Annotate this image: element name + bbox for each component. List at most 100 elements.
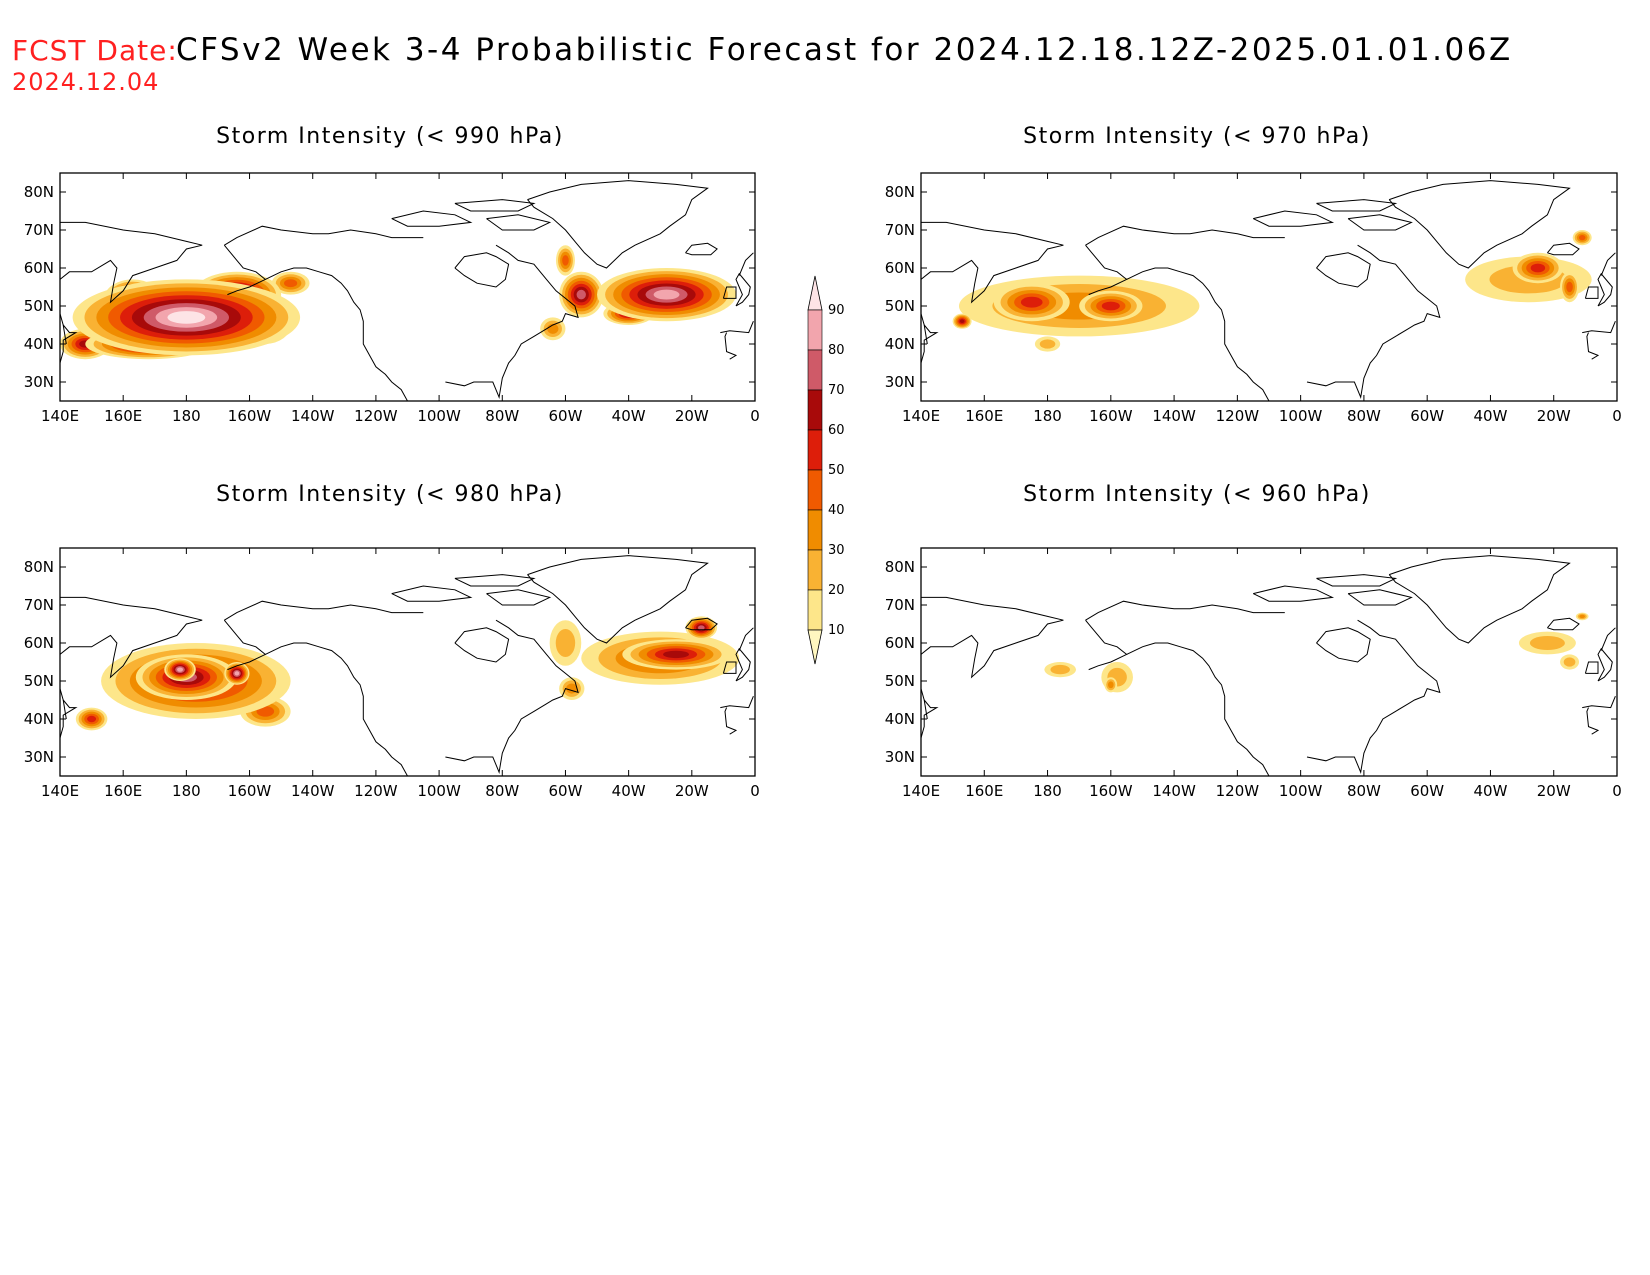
colorbar-box <box>807 589 823 631</box>
coastline <box>738 627 754 651</box>
probability-blob <box>177 667 183 672</box>
probability-blob <box>1563 657 1576 667</box>
probability-blob <box>167 311 206 324</box>
lon-tick-label: 160E <box>104 782 142 800</box>
fcst-date-label: FCST Date: <box>12 34 178 67</box>
lon-tick-label: 120W <box>354 407 398 425</box>
lat-tick-label: 50N <box>885 297 915 315</box>
lon-tick-label: 120W <box>354 782 398 800</box>
colorbar-cap-bottom <box>807 629 823 665</box>
lon-tick-label: 180 <box>1033 407 1062 425</box>
coastline <box>1586 707 1600 735</box>
lat-tick-label: 30N <box>24 748 54 766</box>
lat-tick-label: 50N <box>24 672 54 690</box>
coastline <box>60 699 78 739</box>
colorbar-cap-top <box>807 275 823 311</box>
map-panel-p980: 140E 160E 180 160W 140W 120W 100W 80W 60W 40W 20W 0… <box>24 547 760 800</box>
probability-blob <box>959 319 965 324</box>
coastline <box>445 244 579 399</box>
probability-blob <box>1566 281 1573 293</box>
coastline <box>454 574 536 587</box>
map-frame <box>920 172 1618 402</box>
page-title: CFSv2 Week 3-4 Probabilistic Forecast fo… <box>176 32 1513 68</box>
lon-tick-label: 40W <box>1473 782 1507 800</box>
probability-blob <box>562 255 569 266</box>
lon-tick-label: 140W <box>291 782 335 800</box>
lon-tick-label: 40W <box>612 782 646 800</box>
coastline <box>1388 555 1571 644</box>
coastline <box>1582 321 1616 334</box>
coastlines <box>60 555 754 776</box>
probability-blob <box>555 628 576 658</box>
coastline <box>527 555 709 644</box>
panel-title-960: Storm Intensity (< 960 hPa) <box>1023 482 1371 507</box>
colorbar: 10 20 30 40 50 60 70 80 90 <box>807 275 845 665</box>
colorbar-label: 20 <box>828 583 845 598</box>
map-panel-p960: 140E 160E 180 160W 140W 120W 100W 80W 60W 40W 20W 0… <box>885 547 1622 800</box>
coastline <box>60 324 78 364</box>
coastline <box>738 252 754 276</box>
probability-blob <box>284 279 298 288</box>
coastline <box>1316 574 1398 587</box>
probability-blob <box>1108 681 1114 689</box>
lon-tick-label: 100W <box>1279 407 1323 425</box>
coastline <box>735 272 751 307</box>
lon-tick-label: 40W <box>1473 407 1507 425</box>
lon-tick-label: 140E <box>41 782 79 800</box>
coastlines <box>60 180 754 401</box>
lat-tick-label: 80N <box>24 558 54 576</box>
coastlines <box>921 180 1616 401</box>
coastline <box>724 332 738 360</box>
coastline <box>1085 225 1285 246</box>
lon-tick-label: 20W <box>675 407 709 425</box>
probability-blob <box>576 289 586 300</box>
lon-tick-label: 140E <box>902 782 940 800</box>
lat-tick-label: 60N <box>885 634 915 652</box>
coastline <box>454 252 510 288</box>
lat-tick-label: 40N <box>24 710 54 728</box>
coastline <box>1597 647 1613 682</box>
probability-blob <box>1578 234 1586 241</box>
coastline <box>1085 244 1128 296</box>
lat-tick-label: 40N <box>885 335 915 353</box>
lon-tick-label: 60W <box>548 407 582 425</box>
coastline <box>224 225 424 246</box>
coastline <box>1316 627 1371 663</box>
lat-tick-label: 70N <box>885 596 915 614</box>
lat-tick-label: 70N <box>24 596 54 614</box>
coastline <box>1126 642 1270 776</box>
probability-shading <box>75 616 740 731</box>
lon-tick-label: 0 <box>1612 407 1622 425</box>
coastline <box>1600 252 1616 276</box>
probability-blob <box>1020 296 1043 308</box>
coastline <box>1306 244 1441 399</box>
coastline <box>1547 242 1580 256</box>
map-frame <box>59 547 756 777</box>
lat-tick-label: 50N <box>885 672 915 690</box>
lat-tick-label: 40N <box>24 335 54 353</box>
coastline <box>486 589 552 606</box>
coastline <box>1316 199 1398 212</box>
lon-tick-label: 160W <box>228 782 272 800</box>
coastline <box>1126 267 1270 401</box>
lon-tick-label: 100W <box>417 407 461 425</box>
probability-blob <box>663 650 690 659</box>
coastlines <box>921 555 1616 776</box>
colorbar-box <box>807 469 823 511</box>
coastline <box>685 617 718 631</box>
lon-tick-label: 0 <box>750 782 760 800</box>
colorbar-box <box>807 549 823 591</box>
lat-tick-label: 60N <box>24 634 54 652</box>
lon-tick-label: 80W <box>1347 782 1381 800</box>
probability-blob <box>1050 664 1070 675</box>
lon-tick-label: 20W <box>675 782 709 800</box>
coastline <box>1085 619 1128 671</box>
map-frame <box>59 172 756 402</box>
lon-tick-label: 160E <box>965 407 1003 425</box>
lat-tick-label: 40N <box>885 710 915 728</box>
coastline <box>60 221 203 345</box>
lon-tick-label: 40W <box>612 407 646 425</box>
colorbar-box <box>807 429 823 471</box>
coastline <box>1347 589 1413 606</box>
colorbar-box <box>807 309 823 351</box>
